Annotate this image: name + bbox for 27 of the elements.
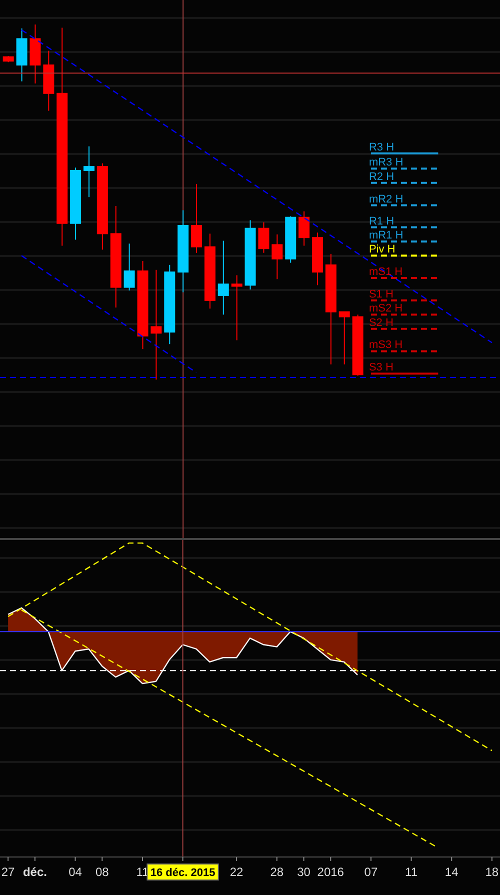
x-tick-label: 18 xyxy=(485,865,499,879)
ref-line-label: mR3 H xyxy=(368,156,404,169)
ref-line-label: R2 H xyxy=(368,170,394,183)
x-tick-label: 30 xyxy=(297,865,311,879)
ref-line-label: mS1 H xyxy=(368,266,403,278)
x-tick-label: 11 xyxy=(405,865,418,879)
x-tick-label: déc. xyxy=(22,865,47,879)
x-tick-label: 22 xyxy=(230,865,244,879)
ref-line-label: R1 H xyxy=(368,215,394,228)
x-tick-label: 04 xyxy=(68,865,82,879)
ref-line-label: mS3 H xyxy=(368,339,403,352)
ref-line-label: Piv H xyxy=(368,244,396,256)
x-tick-label: 08 xyxy=(95,865,110,879)
ref-line-label: R3 H xyxy=(368,141,394,154)
x-tick-label: 28 xyxy=(270,865,284,879)
x-tick-label: 07 xyxy=(364,865,378,879)
ref-line-label: S3 H xyxy=(368,362,394,374)
x-tick-label: 11 xyxy=(136,865,150,879)
ref-line-label: S2 H xyxy=(368,316,394,329)
x-tick-label: 27 xyxy=(1,865,16,879)
ref-line-label: mR2 H xyxy=(368,193,404,206)
ref-line-label: mS2 H xyxy=(368,302,403,315)
ref-line-label: mR1 H xyxy=(368,229,404,242)
x-tick-label: 2016 xyxy=(317,865,344,879)
x-tick-label: 16 déc. 2015 xyxy=(150,867,216,879)
ref-line-label: S1 H xyxy=(368,288,394,300)
x-tick-label: 14 xyxy=(444,865,459,879)
